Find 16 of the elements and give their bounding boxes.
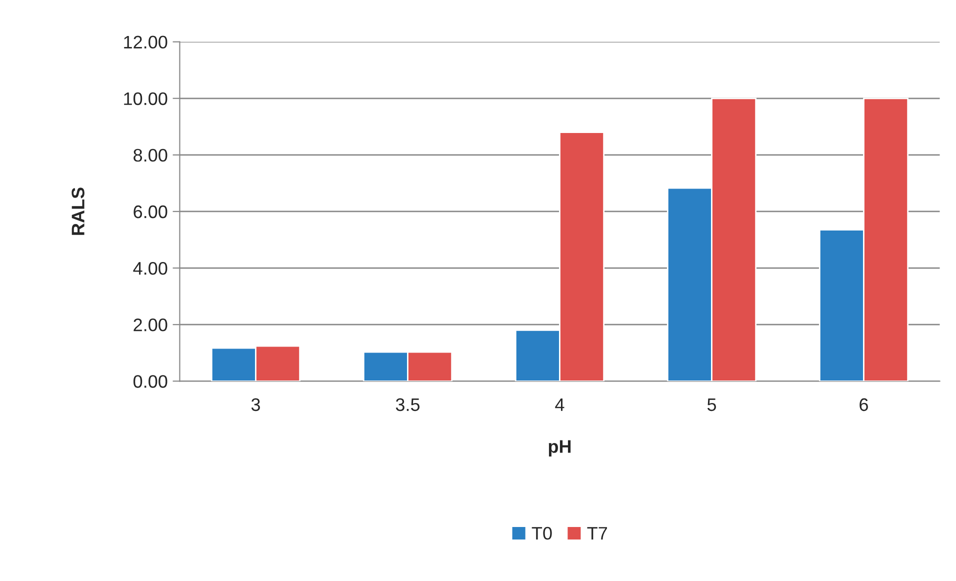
x-tick-label: 4 xyxy=(555,398,564,411)
x-tick-label: 3.5 xyxy=(396,398,420,412)
x-tick-label: 3 xyxy=(251,398,260,412)
y-tick-label: 8.00 xyxy=(134,148,168,162)
y-axis-title: RALS xyxy=(72,188,84,235)
legend-label: T7 xyxy=(587,527,607,540)
x-tick-label: 6 xyxy=(860,398,868,412)
x-tick-label: 5 xyxy=(707,398,716,412)
legend-label: T0 xyxy=(532,526,552,540)
y-tick-label: 10.00 xyxy=(124,92,168,106)
y-tick-label: 0.00 xyxy=(133,375,168,388)
x-axis-title: pH xyxy=(548,440,571,456)
y-tick-label: 4.00 xyxy=(133,262,168,275)
y-tick-label: 12.00 xyxy=(124,36,168,49)
y-tick-label: 2.00 xyxy=(134,318,168,332)
y-tick-label: 6.00 xyxy=(134,205,168,218)
